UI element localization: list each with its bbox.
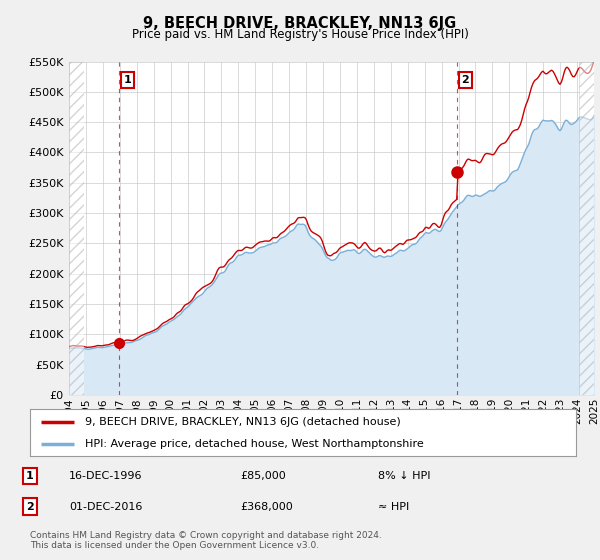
Text: Price paid vs. HM Land Registry's House Price Index (HPI): Price paid vs. HM Land Registry's House … (131, 28, 469, 41)
Text: 8% ↓ HPI: 8% ↓ HPI (378, 471, 431, 481)
Text: 9, BEECH DRIVE, BRACKLEY, NN13 6JG (detached house): 9, BEECH DRIVE, BRACKLEY, NN13 6JG (deta… (85, 417, 400, 427)
Text: 16-DEC-1996: 16-DEC-1996 (69, 471, 143, 481)
Text: Contains HM Land Registry data © Crown copyright and database right 2024.
This d: Contains HM Land Registry data © Crown c… (30, 530, 382, 550)
Text: 9, BEECH DRIVE, BRACKLEY, NN13 6JG: 9, BEECH DRIVE, BRACKLEY, NN13 6JG (143, 16, 457, 31)
Text: 1: 1 (26, 471, 34, 481)
Text: 01-DEC-2016: 01-DEC-2016 (69, 502, 142, 512)
Text: ≈ HPI: ≈ HPI (378, 502, 409, 512)
Text: £368,000: £368,000 (240, 502, 293, 512)
Text: HPI: Average price, detached house, West Northamptonshire: HPI: Average price, detached house, West… (85, 438, 424, 449)
Text: 1: 1 (124, 75, 131, 85)
Text: £85,000: £85,000 (240, 471, 286, 481)
Text: 2: 2 (26, 502, 34, 512)
Text: 2: 2 (461, 75, 469, 85)
